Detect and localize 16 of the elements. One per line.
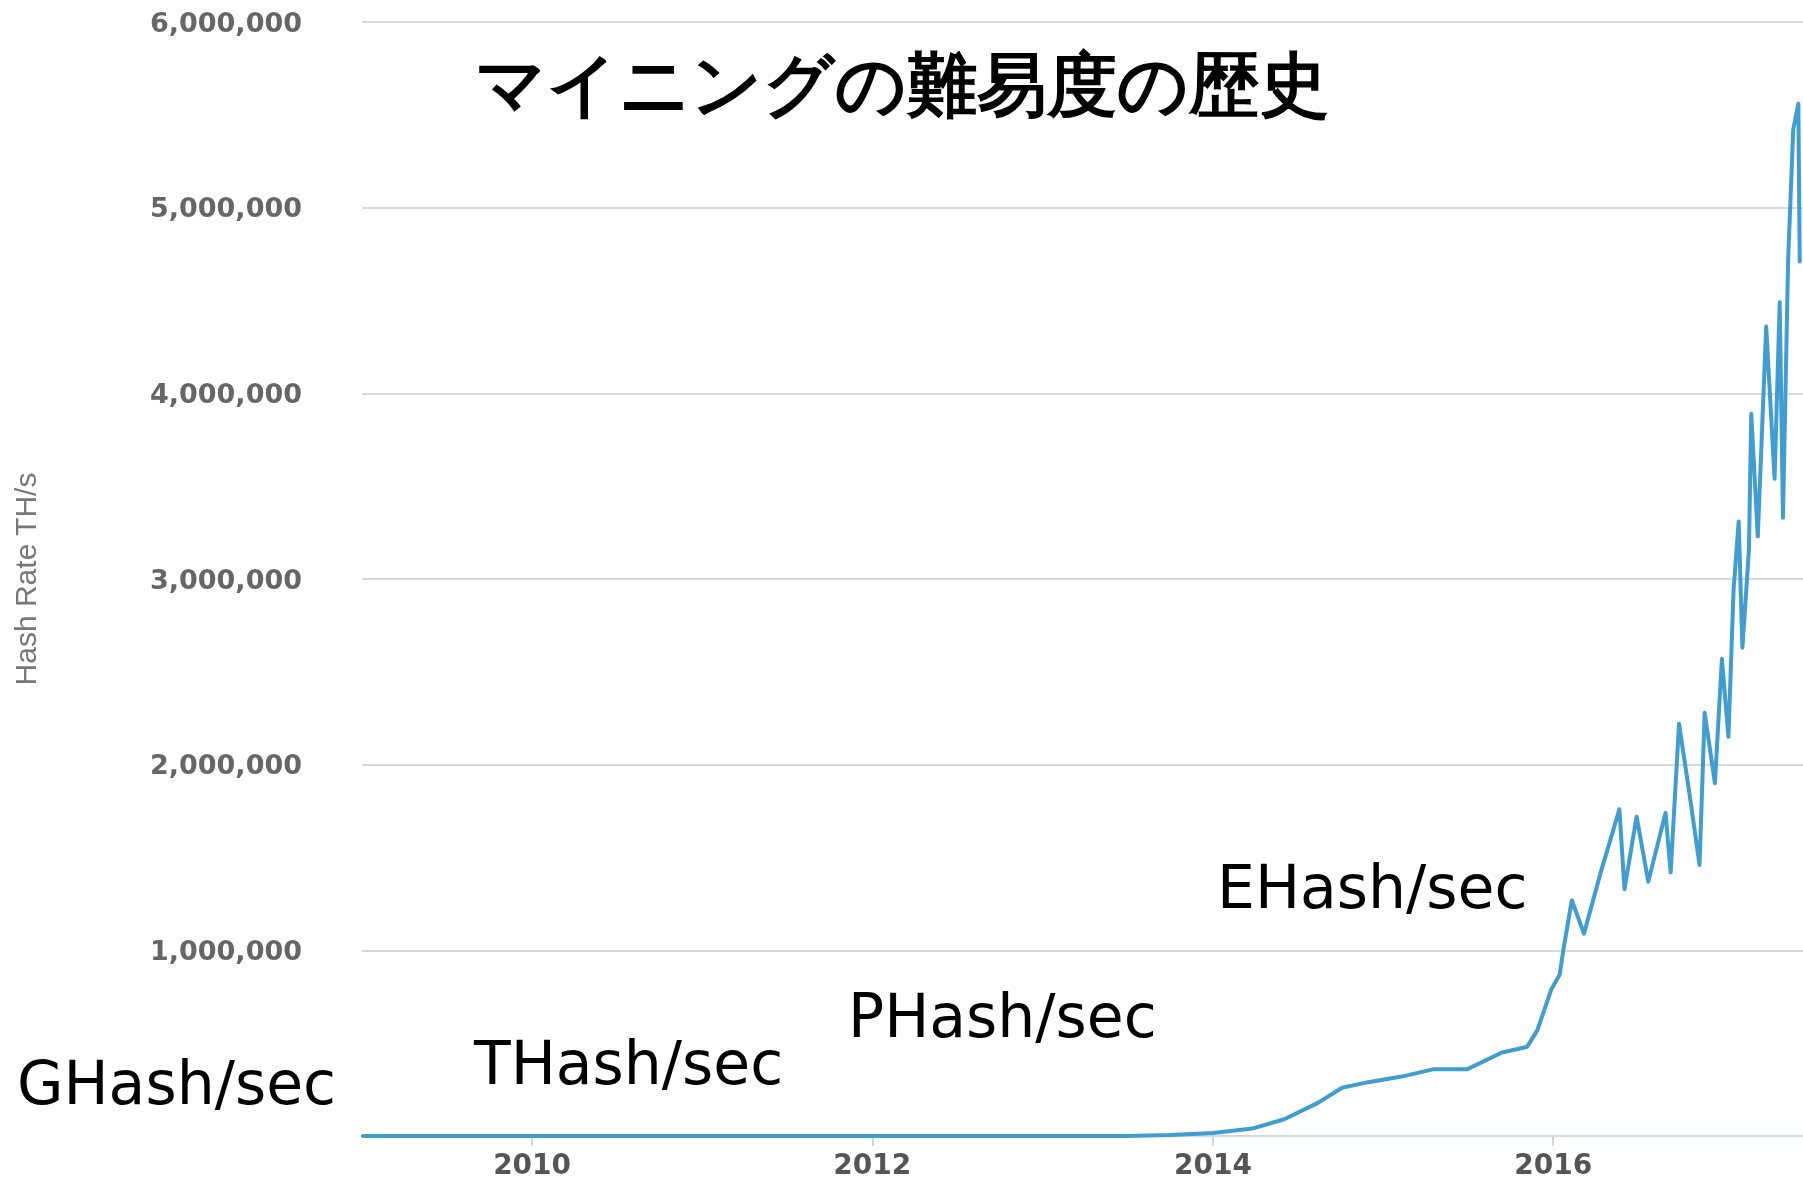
annotation: THash/sec bbox=[473, 1028, 784, 1098]
y-tick-label: 2,000,000 bbox=[149, 749, 302, 781]
annotation: EHash/sec bbox=[1217, 852, 1528, 922]
x-tick-label: 2012 bbox=[833, 1147, 912, 1181]
y-tick-label: 6,000,000 bbox=[149, 6, 302, 38]
annotation: PHash/sec bbox=[848, 981, 1157, 1051]
y-tick-label: 3,000,000 bbox=[149, 563, 302, 595]
x-tick-label: 2016 bbox=[1514, 1147, 1593, 1181]
x-tick-label: 2014 bbox=[1174, 1147, 1252, 1181]
y-tick-label: 1,000,000 bbox=[149, 934, 302, 966]
y-axis-title: Hash Rate TH/s bbox=[8, 472, 42, 686]
text: GHash/sec bbox=[17, 1048, 337, 1118]
chart-title: マイニングの難易度の歴史 bbox=[474, 44, 1329, 126]
y-tick-label: 4,000,000 bbox=[149, 377, 302, 409]
x-tick-label: 2010 bbox=[493, 1147, 572, 1181]
y-tick-label: 5,000,000 bbox=[149, 192, 302, 224]
